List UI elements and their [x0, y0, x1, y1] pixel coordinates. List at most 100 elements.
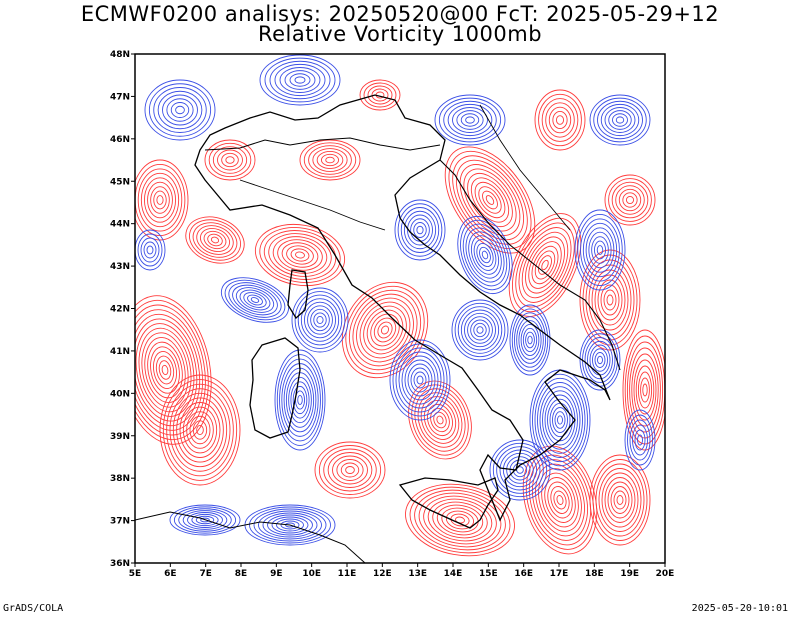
positive-vorticity-contour: [528, 454, 592, 546]
positive-vorticity-contour: [341, 281, 429, 379]
positive-vorticity-contour: [467, 173, 513, 227]
negative-vorticity-contour: [447, 103, 493, 137]
longitude-axis: 5E 6E 7E 8E 9E 10E 11E 12E 13E 14E 15E 16E 17E 18E 19E…: [129, 563, 675, 579]
negative-vorticity-contour: [632, 424, 648, 456]
positive-vorticity-contour: [441, 507, 479, 533]
negative-vorticity-contour: [220, 277, 290, 323]
positive-vorticity-contour: [535, 463, 585, 537]
coastline-north-africa: [135, 511, 366, 563]
negative-vorticity-contour: [532, 373, 588, 467]
negative-vorticity-contour: [258, 510, 322, 540]
positive-vorticity-contour: [332, 455, 368, 485]
positive-vorticity-contour: [210, 236, 220, 244]
lon-tick-label: 20E: [656, 569, 675, 579]
negative-vorticity-contour: [274, 349, 326, 451]
negative-vorticity-contour: [520, 323, 540, 357]
coastline-sicily: [398, 477, 499, 529]
lon-tick-label: 18E: [585, 569, 604, 579]
negative-vorticity-contour: [513, 312, 547, 368]
negative-vorticity-contour: [243, 292, 267, 308]
positive-vorticity-contour: [254, 223, 346, 287]
positive-vorticity-contour: [452, 155, 528, 245]
footer-timestamp: 2025-05-20-10:01: [691, 603, 788, 614]
positive-vorticity-contour: [147, 341, 183, 399]
positive-vorticity-contour: [325, 156, 335, 164]
lon-tick-label: 5E: [129, 569, 141, 579]
positive-vorticity-contour: [192, 222, 238, 258]
positive-vorticity-contour: [272, 236, 328, 274]
positive-vorticity-contour: [225, 156, 235, 164]
positive-vorticity-contour: [345, 466, 355, 474]
footer-software-label: GrADS/COLA: [3, 603, 64, 614]
positive-vorticity-contour: [295, 251, 305, 259]
lat-tick-label: 45N: [110, 177, 130, 187]
positive-vorticity-contour: [538, 255, 552, 275]
lon-tick-label: 8E: [235, 569, 247, 579]
lon-tick-label: 12E: [373, 569, 392, 579]
lat-tick-label: 36N: [110, 559, 130, 569]
positive-vorticity-contour: [303, 142, 357, 178]
positive-vorticity-contour: [314, 441, 386, 499]
positive-vorticity-contour: [610, 486, 630, 514]
negative-vorticity-contour: [389, 339, 451, 421]
positive-vorticity-contour: [189, 219, 241, 261]
lon-tick-label: 16E: [514, 569, 533, 579]
negative-vorticity-contour: [596, 245, 604, 255]
positive-vorticity-contour: [221, 152, 239, 168]
positive-vorticity-contour: [185, 216, 245, 264]
positive-vorticity-contour: [485, 195, 495, 205]
positive-vorticity-contour: [192, 420, 208, 440]
negative-vorticity-contour: [492, 442, 548, 498]
positive-vorticity-contour: [553, 490, 567, 510]
positive-vorticity-contour: [348, 289, 422, 371]
lon-tick-label: 13E: [408, 569, 427, 579]
positive-vorticity-contour: [555, 115, 565, 125]
positive-vorticity-contour: [615, 185, 645, 215]
negative-vorticity-contour: [615, 116, 625, 124]
positive-vorticity-contour: [153, 350, 177, 390]
negative-vorticity-contour: [187, 512, 223, 528]
negative-vorticity-contour: [434, 94, 506, 146]
negative-vorticity-contour: [534, 377, 586, 463]
negative-vorticity-contour: [135, 229, 166, 271]
positive-vorticity-contour: [534, 89, 586, 151]
positive-vorticity-contour: [478, 186, 502, 214]
negative-vorticity-contour: [148, 83, 212, 137]
positive-vorticity-contour: [408, 380, 472, 460]
positive-vorticity-contour: [153, 190, 167, 210]
positive-vorticity-contour: [259, 227, 341, 283]
positive-vorticity-contour: [263, 230, 337, 280]
positive-vorticity-contour: [359, 79, 401, 111]
negative-vorticity-contour: [280, 520, 300, 530]
negative-vorticity-contour: [537, 382, 583, 458]
positive-vorticity-contour: [281, 242, 319, 268]
chart-title-line2: Relative Vorticity 1000mb: [257, 22, 543, 46]
negative-vorticity-contour: [554, 411, 566, 429]
negative-vorticity-contour: [249, 506, 331, 544]
positive-vorticity-contour: [172, 392, 228, 468]
negative-vorticity-contour: [394, 199, 446, 261]
positive-vorticity-contour: [166, 383, 234, 477]
negative-vorticity-contour: [397, 203, 443, 257]
negative-vorticity-contour: [489, 439, 551, 501]
positive-vorticity-contour: [359, 301, 411, 359]
negative-vorticity-contour: [310, 308, 330, 332]
positive-vorticity-contour: [323, 448, 377, 492]
negative-vorticity-contour: [460, 113, 480, 127]
positive-vorticity-contour: [196, 424, 204, 436]
positive-vorticity-contour: [373, 317, 397, 343]
negative-vorticity-contour: [511, 308, 549, 372]
negative-vorticity-contour: [153, 87, 207, 133]
negative-vorticity-contour: [144, 79, 216, 141]
negative-vorticity-contour: [157, 90, 203, 130]
positive-vorticity-contour: [286, 245, 314, 265]
negative-vorticity-contour: [467, 316, 493, 344]
positive-vorticity-contour: [595, 463, 645, 537]
negative-vorticity-contour: [416, 375, 424, 385]
positive-vorticity-contour: [150, 186, 170, 214]
negative-vorticity-contour: [479, 246, 491, 264]
lon-tick-label: 7E: [199, 569, 211, 579]
positive-vorticity-contour: [598, 468, 642, 532]
positive-vorticity-contour: [538, 468, 582, 532]
negative-vorticity-contour: [228, 282, 282, 318]
